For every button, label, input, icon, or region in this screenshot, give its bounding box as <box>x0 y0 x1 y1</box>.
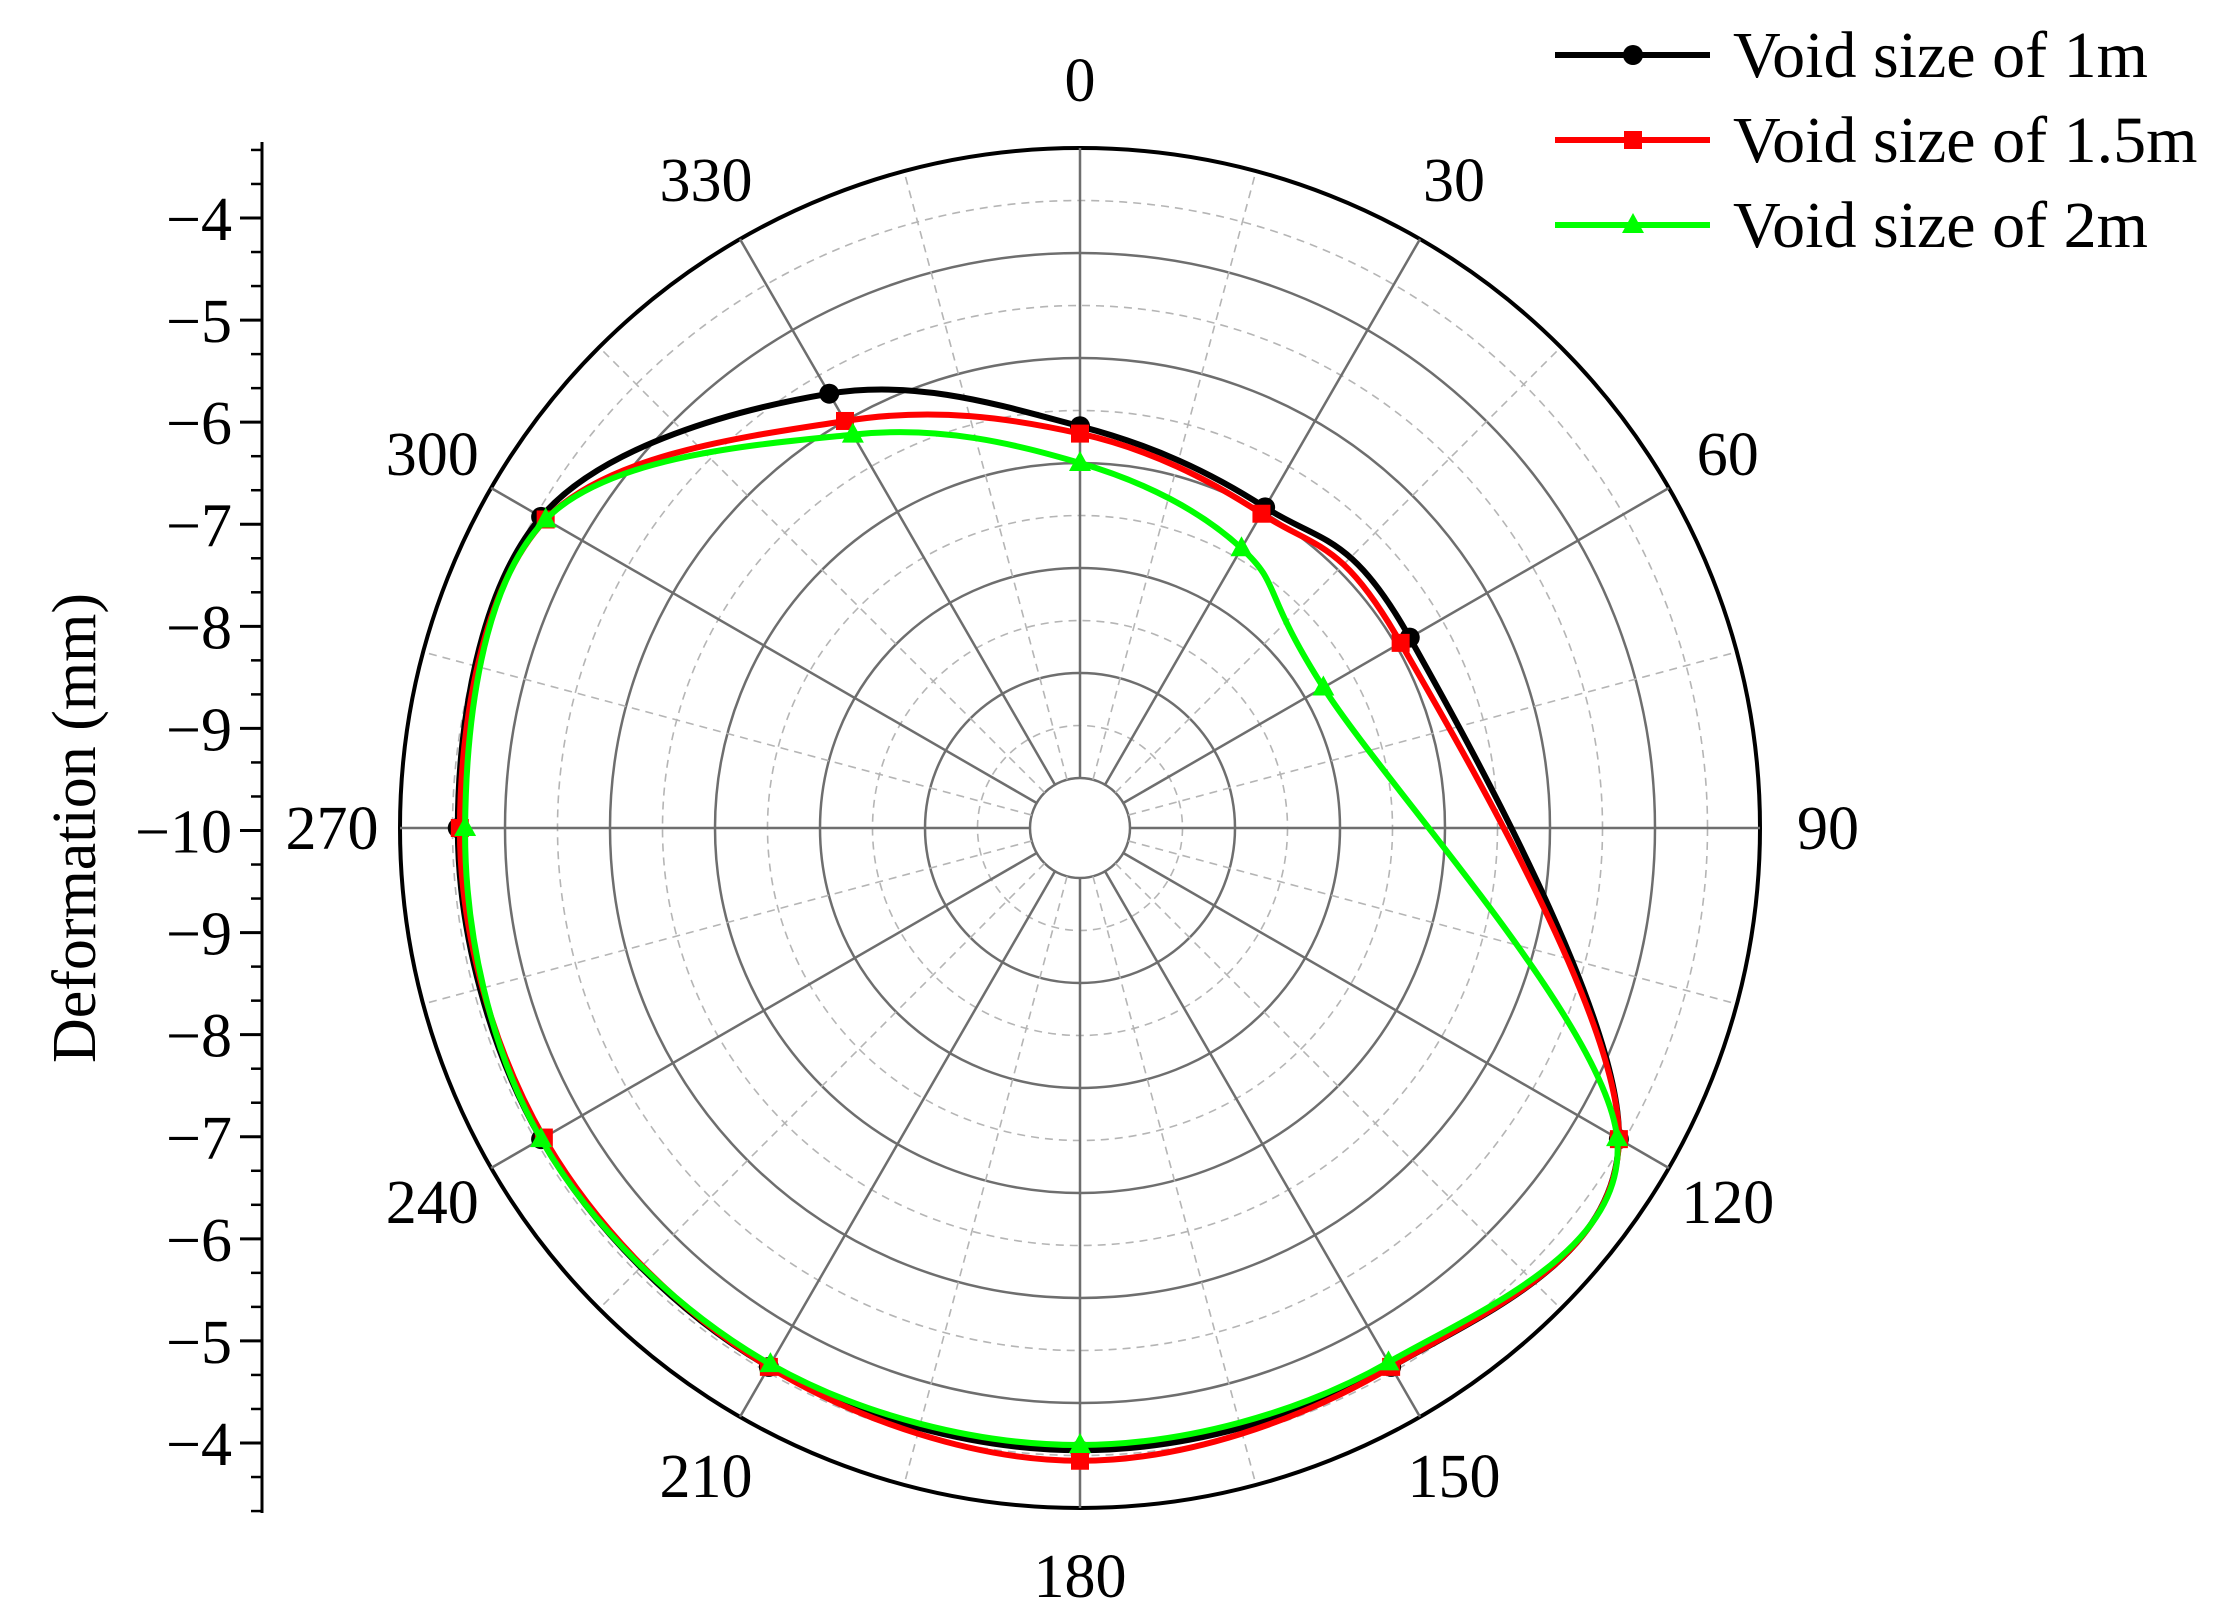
data-point-marker <box>1071 424 1089 443</box>
y-tick-label: −7 <box>166 1105 232 1173</box>
grid-spoke-minor <box>1114 346 1562 794</box>
angle-tick-label: 0 <box>1065 47 1096 115</box>
deformation-axis: Deformation (mm) −4 −5 −6 −7 −8 −9 −10 −9 −8 −7 −6… <box>41 142 264 1513</box>
polar-grid <box>398 146 1762 1510</box>
legend: Void size of 1m Void size of 1.5m Void siz… <box>1555 19 2197 262</box>
y-tick-label: −8 <box>166 1003 232 1071</box>
grid-spoke-minor <box>598 862 1046 1310</box>
data-point-marker <box>1071 1451 1089 1470</box>
legend-label: Void size of 1m <box>1733 19 2148 92</box>
data-point-marker <box>454 816 477 836</box>
grid-spoke-major <box>490 851 1038 1170</box>
legend-label: Void size of 1.5m <box>1733 104 2197 177</box>
grid-spoke-minor <box>422 840 1032 1005</box>
grid-spoke-minor <box>598 346 1046 794</box>
grid-spoke-minor <box>1114 862 1562 1310</box>
legend-item: Void size of 2m <box>1555 189 2148 262</box>
legend-swatch-marker <box>1624 131 1642 149</box>
grid-spoke-minor <box>903 170 1068 780</box>
y-tick-label: −4 <box>166 186 232 254</box>
y-tick-label: −9 <box>166 696 232 764</box>
y-tick-label: −5 <box>166 1309 232 1377</box>
data-point-marker <box>836 411 854 430</box>
series-group <box>454 422 1629 1453</box>
angle-tick-label: 90 <box>1797 795 1859 863</box>
data-point-marker <box>1069 451 1091 471</box>
data-point-marker <box>759 1352 782 1373</box>
data-point-marker <box>1230 536 1253 557</box>
legend-item: Void size of 1.5m <box>1555 104 2197 177</box>
y-tick-label: −10 <box>135 799 232 867</box>
grid-spoke-minor <box>1092 170 1257 780</box>
grid-spoke-minor <box>1128 651 1738 816</box>
y-tick-label: −9 <box>166 901 232 969</box>
angle-tick-label: 210 <box>660 1443 753 1511</box>
grid-spoke-major <box>1122 851 1670 1170</box>
legend-swatch-marker <box>1622 213 1644 233</box>
grid-spoke-major <box>738 238 1057 786</box>
y-tick-label: −5 <box>166 288 232 356</box>
series-line <box>454 386 1622 1454</box>
y-tick-label: −4 <box>166 1411 232 1479</box>
angle-labels: 0 30 60 90 120 150 180 210 240 270 300 330 <box>286 47 1860 1611</box>
angle-tick-label: 330 <box>660 147 753 215</box>
data-point-marker <box>530 1127 553 1148</box>
legend-label: Void size of 2m <box>1733 189 2148 262</box>
y-tick-label: −6 <box>166 390 232 458</box>
data-point-marker <box>841 422 864 443</box>
grid-spoke-minor <box>1092 876 1257 1486</box>
data-point-marker <box>1606 1126 1629 1147</box>
angle-tick-label: 270 <box>286 795 379 863</box>
angle-tick-label: 30 <box>1423 147 1485 215</box>
series-line <box>462 429 1621 1449</box>
legend-swatch-marker <box>1623 45 1643 65</box>
grid-spoke-minor <box>903 876 1068 1486</box>
grid-spoke-minor <box>1128 840 1738 1005</box>
y-axis-title: Deformation (mm) <box>41 593 109 1063</box>
angle-tick-label: 300 <box>386 421 479 489</box>
grid-spoke-major <box>738 870 1057 1418</box>
angle-tick-label: 150 <box>1408 1443 1501 1511</box>
data-point-marker <box>819 383 840 404</box>
grid-ring-major <box>1028 776 1132 880</box>
angle-tick-label: 180 <box>1034 1543 1127 1611</box>
angle-tick-label: 60 <box>1697 421 1759 489</box>
grid-spoke-major <box>490 486 1038 805</box>
data-point-marker <box>1252 504 1271 523</box>
data-point-marker <box>1312 675 1335 696</box>
series-layer <box>447 383 1629 1470</box>
data-point-marker <box>1377 1350 1400 1371</box>
grid-spoke-minor <box>422 651 1032 816</box>
data-point-marker <box>1391 633 1410 652</box>
data-point-marker <box>1069 1433 1091 1453</box>
grid-spoke-major <box>1103 870 1422 1418</box>
y-tick-label: −8 <box>166 594 232 662</box>
legend-item: Void size of 1m <box>1555 19 2148 92</box>
y-tick-label: −7 <box>166 492 232 560</box>
angle-tick-label: 240 <box>386 1169 479 1237</box>
angle-tick-label: 120 <box>1681 1169 1774 1237</box>
y-tick-label: −6 <box>166 1207 232 1275</box>
data-point-marker <box>534 507 557 528</box>
